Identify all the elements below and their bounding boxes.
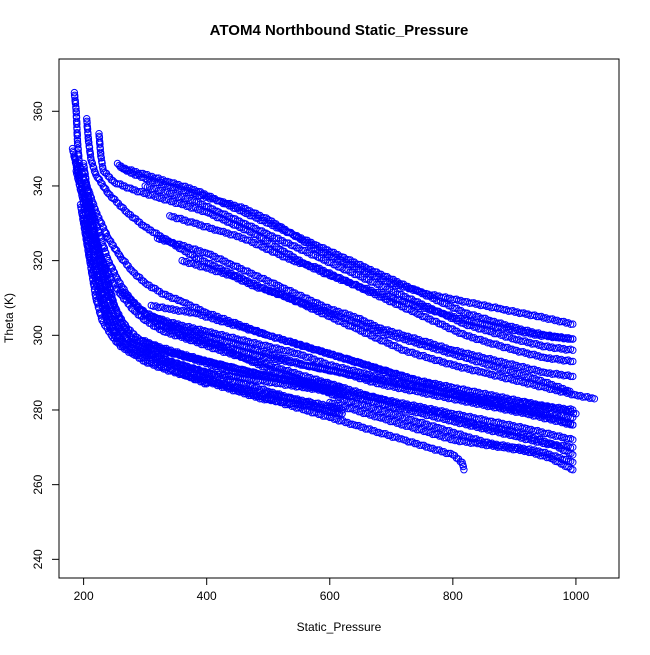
x-tick-label: 800 xyxy=(443,589,463,603)
y-tick-label: 240 xyxy=(31,549,45,569)
data-point xyxy=(570,347,576,353)
y-tick-label: 280 xyxy=(31,400,45,420)
y-tick-label: 320 xyxy=(31,250,45,270)
data-point xyxy=(570,452,576,458)
x-tick-label: 200 xyxy=(74,589,94,603)
y-tick-label: 300 xyxy=(31,325,45,345)
points-layer xyxy=(69,89,597,473)
x-axis: 200 400 600 800 1000 xyxy=(74,578,590,603)
chart-title: ATOM4 Northbound Static_Pressure xyxy=(210,22,469,39)
data-point xyxy=(570,437,576,443)
x-tick-label: 1000 xyxy=(563,589,590,603)
x-tick-label: 400 xyxy=(197,589,217,603)
x-tick-label: 600 xyxy=(320,589,340,603)
data-point xyxy=(228,261,234,267)
y-tick-label: 260 xyxy=(31,474,45,494)
data-point xyxy=(339,265,345,271)
